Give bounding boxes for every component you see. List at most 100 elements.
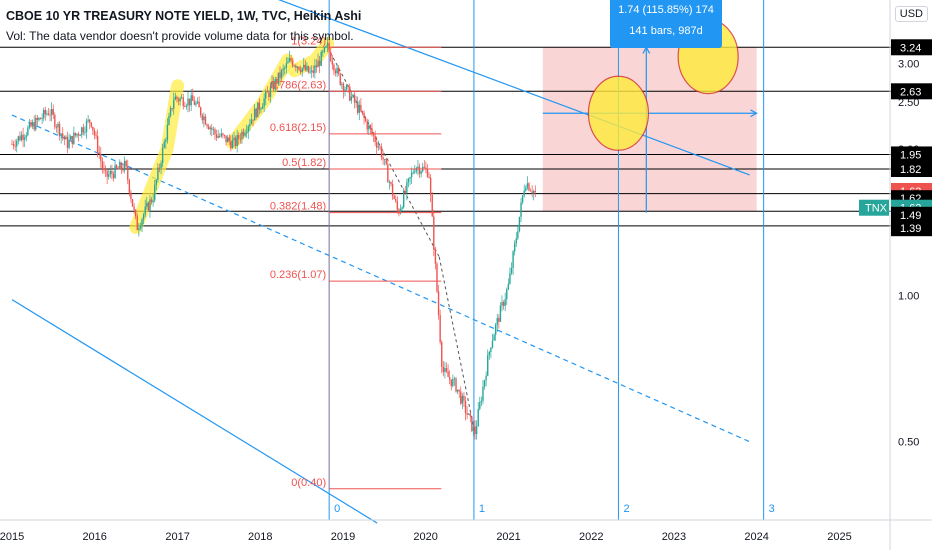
highlight-stroke-2: [288, 36, 335, 78]
candle-body-16: [36, 117, 39, 121]
candle-body-107: [180, 97, 183, 99]
candle-body-314: [509, 273, 511, 284]
candle-body-179: [295, 65, 297, 68]
candle-body-198: [325, 46, 327, 48]
candle-body-270: [439, 315, 441, 343]
candle-body-305: [494, 324, 497, 335]
candle-body-95: [161, 147, 164, 164]
arrow-head-0: [750, 109, 758, 118]
candle-body-32: [62, 133, 64, 137]
candle-body-315: [510, 268, 513, 274]
candle-body-196: [322, 51, 324, 53]
candle-body-268: [436, 263, 438, 292]
candle-body-313: [507, 283, 510, 290]
candle-body-135: [225, 135, 227, 143]
candle-body-128: [214, 129, 216, 135]
candle-body-81: [139, 226, 142, 229]
candle-body-261: [425, 167, 427, 169]
candle-body-118: [198, 101, 200, 108]
candle-body-66: [115, 165, 118, 169]
candle-body-181: [298, 66, 300, 70]
symbol-tag: TNX: [865, 203, 888, 215]
candle-body-121: [203, 116, 205, 121]
candle-body-267: [434, 249, 437, 264]
candle-body-184: [303, 64, 305, 68]
currency-button[interactable]: USD: [894, 6, 928, 22]
candle-body-329: [533, 190, 535, 194]
candle-body-91: [155, 179, 158, 185]
candle-body-307: [498, 318, 500, 322]
candle-body-312: [506, 289, 508, 300]
candle-body-98: [166, 124, 169, 141]
candle-body-233: [380, 146, 383, 158]
candle-body-213: [349, 86, 351, 101]
candle-body-35: [66, 136, 69, 148]
candle-body-298: [483, 380, 486, 387]
fib-label-3: 0.5(1.82): [282, 157, 326, 169]
candle-body-78: [134, 209, 137, 217]
candle-body-113: [190, 95, 192, 106]
candle-body-37: [69, 136, 72, 140]
candle-body-149: [247, 126, 249, 132]
candle-body-248: [404, 191, 406, 193]
candle-body-80: [138, 228, 140, 231]
candle-body-299: [485, 375, 487, 381]
candle-body-133: [222, 133, 224, 136]
candle-body-151: [250, 119, 253, 124]
candle-body-43: [79, 135, 81, 136]
y-tick-1: 1.00: [898, 290, 919, 302]
candle-body-178: [293, 65, 295, 67]
candle-body-328: [531, 191, 533, 194]
candle-body-44: [81, 127, 83, 136]
candle-body-125: [209, 127, 211, 130]
candle-body-76: [131, 199, 134, 207]
x-tick-2015: 2015: [0, 531, 24, 543]
measure-tooltip: 1.74 (115.85%) 174 141 bars, 987d: [610, 0, 722, 48]
candle-body-246: [401, 207, 403, 209]
candle-body-324: [525, 187, 527, 191]
candle-body-60: [106, 170, 108, 177]
candle-body-152: [252, 119, 254, 121]
candle-body-217: [355, 101, 357, 103]
candle-body-157: [260, 108, 262, 110]
candle-body-274: [445, 368, 448, 372]
candle-body-232: [379, 146, 381, 148]
candle-body-227: [371, 128, 373, 134]
candle-body-45: [82, 127, 85, 133]
candle-body-12: [30, 122, 32, 127]
candle-body-153: [253, 108, 256, 121]
candle-body-293: [475, 426, 478, 435]
candle-body-279: [453, 378, 456, 380]
candle-body-182: [299, 69, 302, 73]
candle-body-208: [341, 83, 343, 85]
candle-body-117: [196, 101, 199, 104]
candle-body-214: [350, 96, 353, 101]
candle-body-110: [185, 105, 188, 107]
candle-body-114: [192, 95, 194, 101]
candle-body-251: [409, 177, 411, 179]
candle-body-282: [458, 389, 460, 392]
x-tick-2019: 2019: [331, 531, 355, 543]
candle-body-185: [304, 64, 307, 71]
candle-body-3: [16, 140, 18, 147]
candle-body-112: [188, 98, 191, 106]
candle-body-124: [207, 126, 210, 130]
candle-body-255: [415, 168, 418, 172]
candle-body-323: [523, 190, 525, 196]
candle-body-291: [472, 426, 475, 432]
x-tick-2025: 2025: [827, 531, 851, 543]
candle-body-57: [101, 161, 104, 169]
candle-body-188: [309, 71, 311, 73]
candle-body-139: [231, 140, 234, 149]
candle-body-26: [52, 109, 54, 115]
candle-body-87: [149, 199, 151, 211]
candle-body-169: [279, 72, 281, 79]
candle-body-199: [326, 42, 329, 47]
x-tick-2022: 2022: [579, 531, 603, 543]
candle-body-296: [480, 400, 483, 403]
candle-body-49: [89, 119, 91, 123]
candle-body-34: [65, 136, 67, 140]
candle-body-238: [388, 182, 391, 183]
candle-body-168: [277, 72, 280, 84]
